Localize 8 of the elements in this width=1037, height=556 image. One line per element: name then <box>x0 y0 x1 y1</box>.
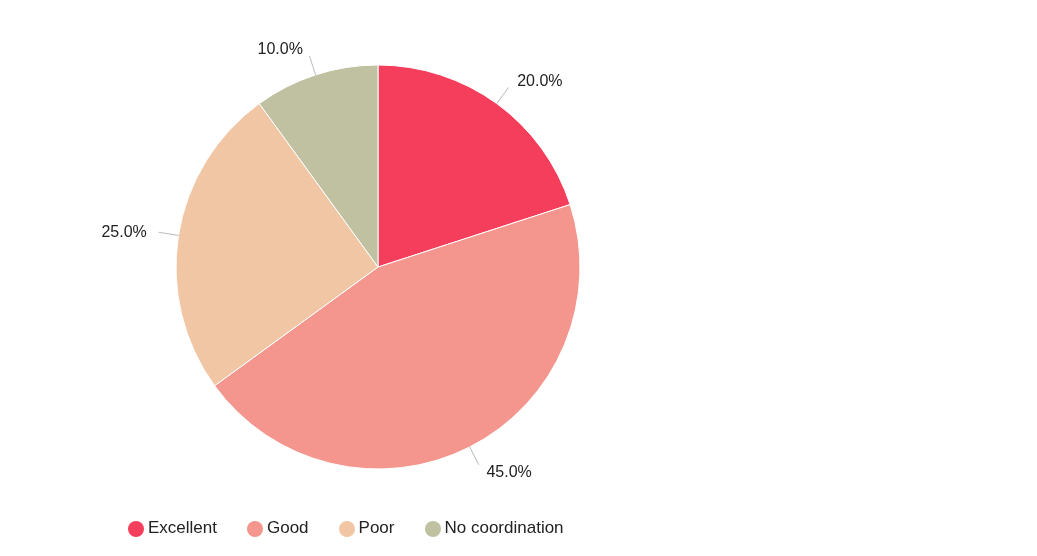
data-label: 10.0% <box>257 39 303 57</box>
data-label: 20.0% <box>517 72 563 90</box>
legend-label: Poor <box>358 518 395 537</box>
legend-label: Good <box>266 518 309 537</box>
legend-label: Excellent <box>148 518 217 537</box>
data-label: 25.0% <box>101 222 147 240</box>
data-label: 45.0% <box>486 463 532 481</box>
legend-label: No coordination <box>444 518 564 537</box>
